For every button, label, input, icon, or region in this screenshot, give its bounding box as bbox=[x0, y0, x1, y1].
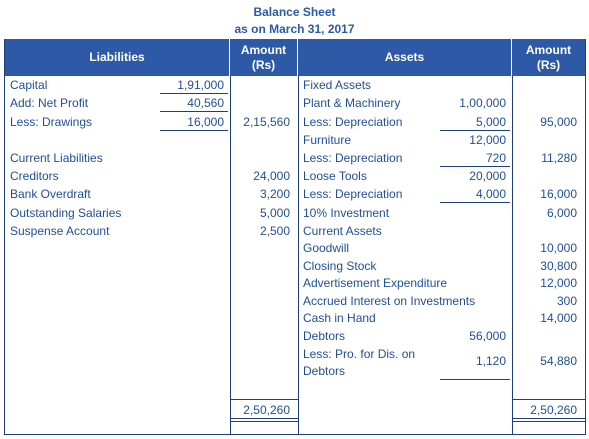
loose-tools-label: Loose Tools bbox=[303, 169, 367, 183]
current-assets-label: Current Assets bbox=[303, 224, 382, 238]
creditors-label: Creditors bbox=[10, 169, 59, 183]
debtors-label: Debtors bbox=[303, 329, 346, 343]
liabilities-header: Liabilities bbox=[5, 39, 230, 76]
plant-depreciation-value: 5,000 bbox=[475, 115, 506, 129]
assets-total: 2,50,260 bbox=[530, 403, 577, 417]
net-profit-value: 40,560 bbox=[187, 96, 224, 110]
plant-depreciation-label: Less: Depreciation bbox=[303, 115, 403, 129]
liabilities-total-top-line bbox=[231, 399, 298, 400]
net-profit-label: Add: Net Profit bbox=[10, 96, 89, 110]
goodwill-label: Goodwill bbox=[303, 241, 350, 255]
investment-value: 6,000 bbox=[546, 206, 577, 220]
provision-label-line-2: Debtors bbox=[303, 364, 346, 378]
provision-underline bbox=[440, 379, 510, 380]
sheet-subtitle: as on March 31, 2017 bbox=[234, 22, 355, 36]
assets-total-line-2 bbox=[513, 421, 585, 422]
amount-right-header: Amount (Rs) bbox=[512, 39, 585, 76]
furniture-net-value: 11,280 bbox=[541, 151, 577, 165]
closing-stock-label: Closing Stock bbox=[303, 259, 377, 273]
bank-overdraft-value: 3,200 bbox=[259, 187, 290, 201]
capital-value: 1,91,000 bbox=[177, 78, 224, 92]
investment-label: 10% Investment bbox=[303, 206, 390, 220]
furniture-depreciation-value: 720 bbox=[485, 151, 506, 165]
sheet-title: Balance Sheet bbox=[253, 5, 336, 19]
closing-stock-value: 30,800 bbox=[540, 259, 577, 273]
cash-in-hand-label: Cash in Hand bbox=[303, 311, 376, 325]
plant-depreciation-underline bbox=[440, 130, 510, 131]
capital-total: 2,15,560 bbox=[243, 115, 290, 129]
capital-label: Capital bbox=[10, 78, 48, 92]
debtors-value: 56,000 bbox=[469, 329, 506, 343]
debtors-net-value: 54,880 bbox=[540, 354, 577, 368]
plant-machinery-value: 1,00,000 bbox=[459, 96, 506, 110]
loose-tools-depreciation-label: Less: Depreciation bbox=[303, 187, 403, 201]
loose-tools-value: 20,000 bbox=[469, 169, 506, 183]
loose-tools-net-value: 16,000 bbox=[540, 187, 577, 201]
drawings-underline bbox=[160, 130, 228, 131]
assets-total-top-line bbox=[513, 399, 585, 400]
creditors-value: 24,000 bbox=[253, 169, 290, 183]
provision-value: 1,120 bbox=[475, 354, 506, 368]
furniture-depreciation-label: Less: Depreciation bbox=[303, 151, 403, 165]
divider-right-amount bbox=[512, 76, 513, 435]
liabilities-total-line-1 bbox=[231, 418, 298, 419]
plant-net-value: 95,000 bbox=[540, 115, 577, 129]
capital-underline bbox=[160, 93, 228, 94]
net-profit-underline bbox=[160, 111, 228, 112]
fixed-assets-label: Fixed Assets bbox=[303, 78, 372, 92]
goodwill-value: 10,000 bbox=[540, 241, 577, 255]
cash-in-hand-value: 14,000 bbox=[540, 311, 577, 325]
plant-machinery-label: Plant & Machinery bbox=[303, 96, 401, 110]
outstanding-salaries-label: Outstanding Salaries bbox=[10, 206, 122, 220]
advertisement-value: 12,000 bbox=[540, 276, 577, 290]
bank-overdraft-label: Bank Overdraft bbox=[10, 187, 91, 201]
suspense-account-value: 2,500 bbox=[259, 224, 290, 238]
provision-label-line-1: Less: Pro. for Dis. on bbox=[303, 347, 416, 361]
drawings-label: Less: Drawings bbox=[10, 115, 93, 129]
advertisement-label: Advertisement Expenditure bbox=[303, 276, 448, 290]
drawings-value: 16,000 bbox=[187, 115, 224, 129]
furniture-depreciation-underline bbox=[440, 166, 510, 167]
divider-assets bbox=[298, 76, 299, 435]
loose-tools-depreciation-value: 4,000 bbox=[475, 187, 506, 201]
suspense-account-label: Suspense Account bbox=[10, 224, 110, 238]
amount-left-header: Amount (Rs) bbox=[230, 39, 298, 76]
liabilities-total: 2,50,260 bbox=[243, 403, 290, 417]
furniture-label: Furniture bbox=[303, 133, 352, 147]
assets-header: Assets bbox=[298, 39, 512, 76]
liabilities-total-line-2 bbox=[231, 421, 298, 422]
accrued-interest-value: 300 bbox=[556, 294, 577, 308]
assets-total-line-1 bbox=[513, 418, 585, 419]
divider-left-amount bbox=[230, 76, 231, 435]
current-liabilities-label: Current Liabilities bbox=[10, 151, 103, 165]
furniture-value: 12,000 bbox=[469, 133, 506, 147]
accrued-interest-label: Accrued Interest on Investments bbox=[303, 294, 476, 308]
outstanding-salaries-value: 5,000 bbox=[259, 206, 290, 220]
loose-tools-depreciation-underline bbox=[440, 202, 510, 203]
